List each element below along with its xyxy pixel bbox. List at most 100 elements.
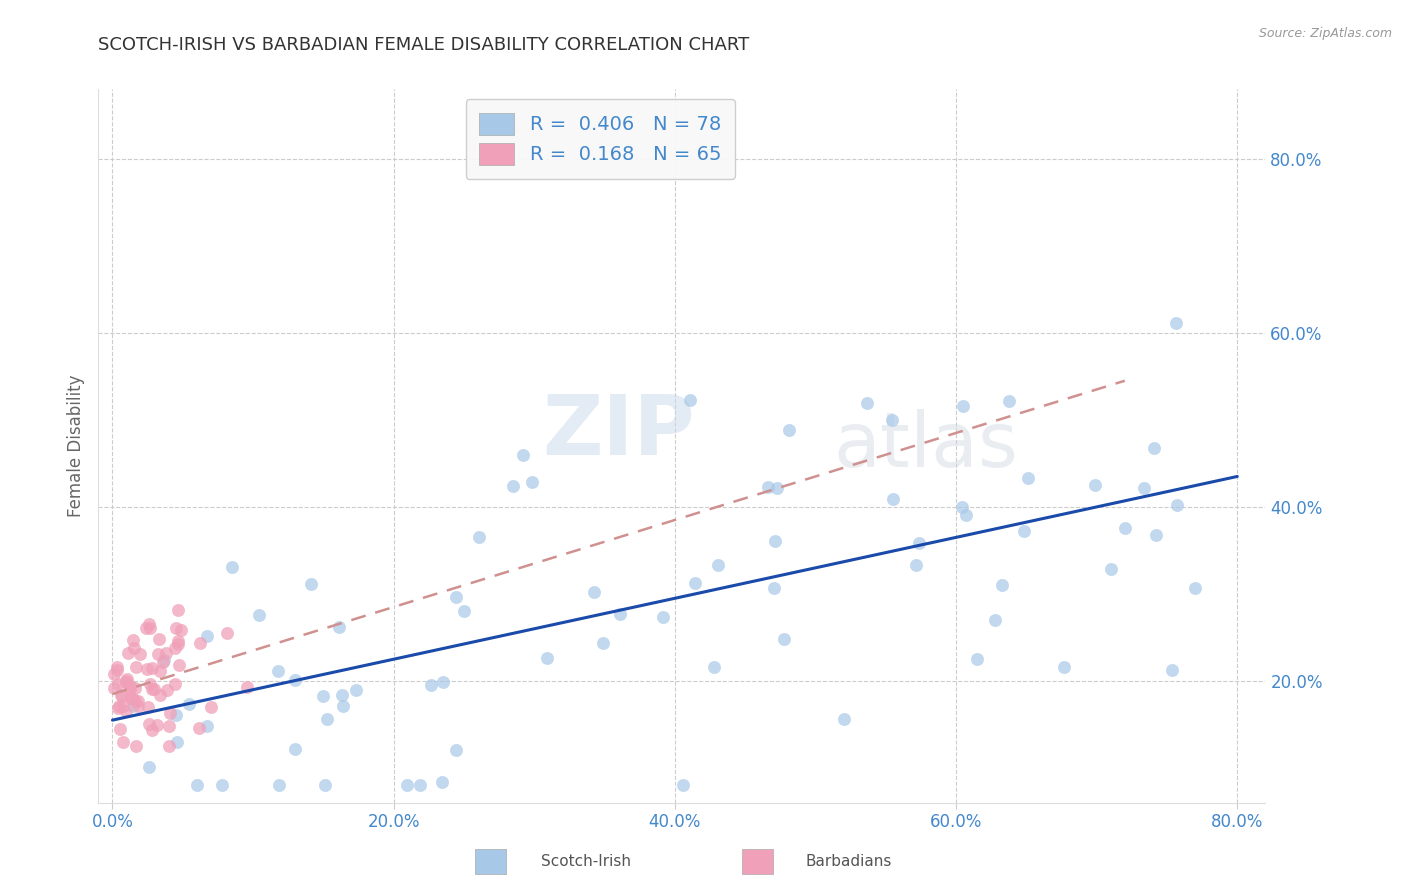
Point — [409, 778, 432, 792]
Point — [110, 689, 132, 703]
Point — [332, 698, 354, 713]
Point — [284, 742, 307, 756]
Point — [128, 647, 150, 661]
Point — [105, 659, 128, 673]
Point — [139, 621, 162, 635]
Point — [1144, 527, 1167, 541]
Point — [111, 689, 134, 703]
Point — [444, 591, 467, 605]
Point — [756, 480, 779, 494]
Point — [536, 651, 558, 665]
Point — [195, 719, 218, 733]
Point — [678, 392, 700, 407]
Point — [315, 712, 337, 726]
Point — [990, 578, 1012, 592]
Point — [159, 719, 181, 733]
Point — [215, 625, 238, 640]
Point — [908, 535, 931, 549]
Point — [103, 681, 125, 695]
Point — [115, 704, 138, 718]
Point — [1114, 521, 1136, 535]
Point — [152, 652, 174, 666]
Point — [166, 735, 188, 749]
Point — [188, 721, 211, 735]
Text: Barbadians: Barbadians — [806, 855, 891, 869]
Point — [186, 778, 208, 792]
Point — [127, 698, 149, 713]
Point — [284, 673, 307, 688]
Point — [124, 681, 146, 695]
Point — [135, 621, 157, 635]
Point — [683, 576, 706, 591]
Point — [138, 760, 160, 774]
Point — [432, 675, 454, 690]
Point — [266, 664, 288, 678]
Point — [111, 699, 134, 714]
Point — [346, 683, 368, 698]
Point — [955, 508, 977, 522]
Point — [108, 722, 131, 736]
Point — [139, 677, 162, 691]
Point — [115, 674, 138, 689]
Text: Source: ZipAtlas.com: Source: ZipAtlas.com — [1258, 27, 1392, 40]
Point — [707, 558, 730, 573]
Point — [211, 778, 233, 792]
Point — [125, 739, 148, 754]
Point — [142, 682, 165, 697]
Point — [149, 665, 172, 679]
Point — [165, 621, 187, 635]
Text: ZIP: ZIP — [541, 392, 695, 472]
Point — [141, 681, 163, 696]
Point — [155, 646, 177, 660]
Point — [314, 778, 336, 792]
Point — [108, 699, 131, 714]
Point — [832, 712, 855, 726]
Point — [148, 632, 170, 646]
Point — [419, 677, 441, 691]
Point — [188, 636, 211, 650]
Point — [330, 688, 353, 702]
Point — [592, 635, 614, 649]
Point — [122, 692, 145, 706]
Point — [138, 617, 160, 632]
Point — [762, 582, 785, 596]
Text: atlas: atlas — [834, 409, 1018, 483]
Point — [1143, 441, 1166, 455]
Point — [430, 774, 453, 789]
Point — [107, 677, 129, 691]
Point — [221, 560, 243, 574]
Point — [122, 641, 145, 656]
Point — [880, 413, 903, 427]
Point — [766, 481, 789, 495]
Point — [121, 699, 143, 714]
Point — [166, 602, 188, 616]
Point — [312, 689, 335, 703]
Point — [179, 697, 201, 711]
Point — [395, 778, 418, 792]
Point — [328, 620, 350, 634]
Legend: R =  0.406   N = 78, R =  0.168   N = 65: R = 0.406 N = 78, R = 0.168 N = 65 — [465, 99, 735, 178]
Point — [1017, 471, 1039, 485]
Point — [117, 646, 139, 660]
Point — [107, 701, 129, 715]
Point — [141, 661, 163, 675]
Point — [1084, 478, 1107, 492]
Point — [141, 723, 163, 737]
Point — [1166, 316, 1188, 330]
Point — [520, 475, 543, 489]
Point — [651, 609, 673, 624]
Point — [778, 423, 800, 437]
Point — [446, 743, 468, 757]
Point — [163, 677, 186, 691]
Point — [950, 500, 973, 515]
Point — [103, 666, 125, 681]
Point — [984, 613, 1007, 627]
Point — [269, 778, 291, 792]
Point — [1184, 582, 1206, 596]
Text: SCOTCH-IRISH VS BARBADIAN FEMALE DISABILITY CORRELATION CHART: SCOTCH-IRISH VS BARBADIAN FEMALE DISABIL… — [98, 36, 749, 54]
Point — [299, 576, 322, 591]
Point — [1012, 524, 1035, 539]
Point — [856, 396, 879, 410]
Point — [125, 660, 148, 674]
Point — [159, 706, 181, 720]
